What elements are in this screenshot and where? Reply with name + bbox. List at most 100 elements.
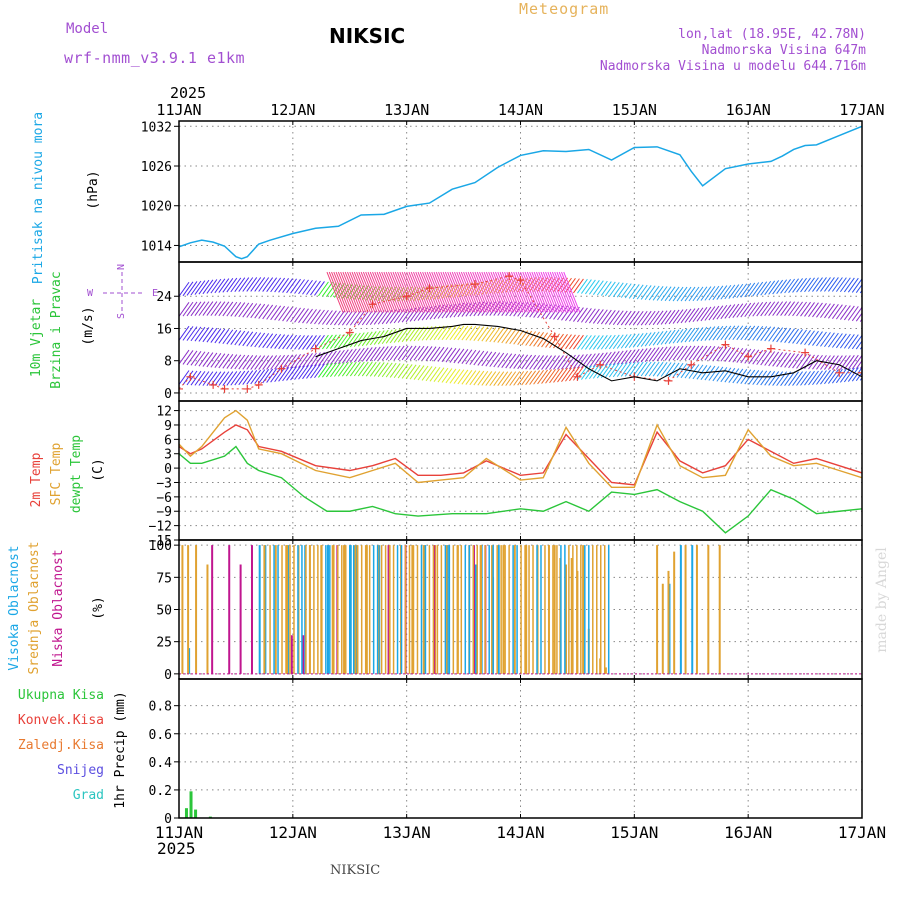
wind-barb — [764, 301, 776, 317]
wind-barb-hot — [365, 271, 383, 313]
wind-barb — [628, 284, 640, 299]
wind-barb — [333, 362, 345, 377]
compass-north: N — [116, 264, 127, 270]
wind-barb — [234, 302, 246, 317]
wind-barb — [608, 310, 620, 325]
wind-barb — [640, 361, 652, 377]
wind-barb — [298, 308, 309, 323]
wind-barb — [776, 327, 788, 343]
wind-barb — [569, 306, 580, 322]
top-day-labels: 11JAN 12JAN 13JAN 14JAN 15JAN 16JAN 17JAN — [156, 101, 884, 119]
wind-barb — [254, 355, 266, 370]
day-label-bottom: 14JAN — [496, 823, 544, 842]
day-label-top: 15JAN — [612, 101, 657, 119]
wind-barb — [724, 367, 736, 383]
ytick-label: −15 — [149, 534, 172, 549]
wind-barb — [505, 371, 517, 386]
wind-gust-mark — [254, 380, 263, 389]
wind-barb — [684, 363, 696, 379]
wind-barb — [286, 366, 297, 381]
wind-barb — [604, 351, 616, 367]
wind-barb — [489, 352, 501, 367]
wind-barb-hot — [401, 271, 419, 313]
wind-barb-hot — [454, 271, 471, 313]
wind-barb — [222, 301, 234, 317]
wind-barb — [561, 334, 572, 349]
wind-barb — [788, 371, 799, 386]
wind-barb — [716, 325, 728, 341]
wind-barb — [700, 286, 712, 301]
wind-barb — [441, 325, 453, 341]
wind-barb — [847, 306, 859, 321]
wind-barb — [290, 334, 301, 350]
wind-barb — [294, 279, 305, 294]
wind-barb — [648, 361, 660, 377]
wind-barb — [847, 334, 859, 349]
lonlat-text: lon,lat (18.95E, 42.78N) — [678, 27, 866, 42]
wind-barb — [226, 277, 238, 293]
wind-barb — [349, 348, 361, 363]
wind-barb — [210, 353, 222, 368]
wind-barb-hot — [485, 271, 503, 313]
year-label-top: 2025 — [170, 84, 206, 102]
wind-barb — [373, 346, 385, 361]
day-label-bottom: 17JAN — [838, 823, 886, 842]
wind-barb — [230, 302, 242, 317]
wind-barb — [644, 361, 656, 377]
wind-barb — [768, 301, 780, 316]
wind-barb — [820, 332, 831, 347]
wind-gust-mark — [179, 384, 183, 393]
wind-barb — [290, 365, 301, 381]
cloud-title-high: Visoka Oblacnost — [7, 545, 22, 670]
wind-barb — [660, 346, 672, 361]
wind-barb — [246, 355, 258, 370]
wind-barb — [357, 331, 369, 347]
wind-barb-hot — [406, 271, 424, 313]
wind-barb — [828, 277, 839, 292]
wind-barb — [557, 355, 568, 370]
wind-barb — [736, 325, 748, 341]
ytick-label: 24 — [156, 290, 172, 305]
wind-gust-mark — [744, 352, 753, 361]
wind-barb-hot — [458, 271, 476, 313]
wind-barb — [306, 364, 317, 379]
wind-barb — [453, 369, 465, 384]
wind-barb — [485, 351, 497, 367]
wind-barb — [298, 353, 309, 368]
wind-barb — [198, 301, 210, 316]
wind-barb — [341, 333, 353, 348]
wind-barb — [234, 330, 246, 346]
wind-barb — [620, 310, 632, 326]
wind-barb-hot — [529, 271, 547, 313]
wind-barb — [843, 277, 855, 293]
wind-barb — [226, 329, 238, 345]
wind-gust-mark — [243, 384, 252, 393]
wind-barb-hot — [376, 271, 394, 313]
wind-barb — [485, 371, 497, 386]
wind-barb — [664, 286, 676, 302]
precip-bar — [194, 809, 198, 818]
wind-barb-hot — [483, 271, 501, 313]
wind-barb — [190, 280, 202, 296]
wind-barb — [656, 362, 668, 377]
wind-barb — [732, 303, 744, 318]
wind-barb — [764, 370, 776, 386]
wind-barb — [262, 355, 274, 370]
wind-barb-hot — [351, 271, 369, 313]
wind-barb — [258, 333, 270, 348]
wind-barb — [274, 367, 286, 383]
wind-barb — [692, 307, 704, 323]
wind-barb — [831, 277, 843, 292]
wind-barb-hot — [467, 271, 485, 313]
wind-barb — [457, 349, 469, 364]
wind-barb — [405, 327, 417, 342]
wind-barb — [234, 354, 246, 370]
wind-barb — [748, 325, 760, 341]
wind-barb-hot — [497, 271, 515, 313]
wind-barb — [258, 277, 270, 292]
wind-barb — [397, 327, 409, 343]
wind-barb — [329, 362, 341, 377]
wind-barb — [182, 350, 194, 365]
wind-barb — [302, 353, 313, 368]
wind-barb — [214, 328, 226, 344]
